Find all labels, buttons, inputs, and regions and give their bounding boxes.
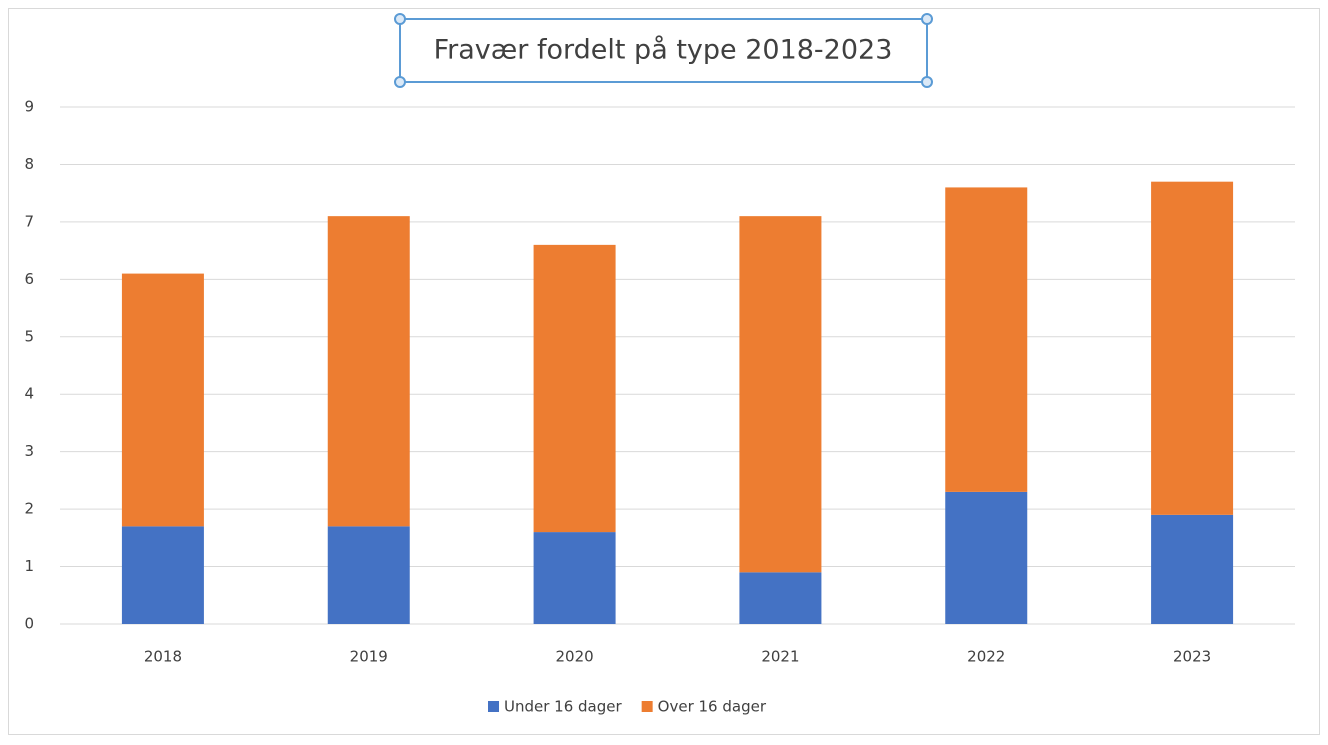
y-tick-label: 4 — [24, 385, 34, 403]
x-tick-label: 2022 — [967, 648, 1005, 666]
legend-swatch — [488, 701, 499, 712]
y-tick-label: 6 — [24, 270, 34, 288]
legend-swatch — [641, 701, 653, 712]
x-tick-label: 2023 — [1173, 648, 1211, 666]
y-tick-label: 2 — [24, 500, 34, 518]
x-tick-label: 2019 — [350, 648, 388, 666]
y-tick-label: 7 — [24, 212, 34, 230]
bar-segment — [1151, 181, 1234, 515]
bar-segment — [945, 187, 1028, 492]
bar-segment — [533, 244, 616, 533]
bar-segment — [533, 532, 616, 624]
bar-segment — [739, 216, 822, 573]
title-selection[interactable] — [399, 18, 928, 83]
chart-title: Fravær fordelt på type 2018-2023 — [434, 35, 893, 66]
bar-segment — [945, 491, 1028, 624]
bar-segment — [121, 526, 204, 624]
chart-border — [8, 8, 1320, 735]
legend-label: Under 16 dager — [504, 698, 622, 716]
legend-label: Over 16 dager — [658, 698, 767, 716]
y-tick-label: 9 — [24, 98, 34, 116]
x-tick-label: 2018 — [144, 648, 182, 666]
y-tick-label: 8 — [24, 155, 34, 173]
y-tick-label: 5 — [24, 327, 34, 345]
y-tick-label: 1 — [24, 557, 34, 575]
selection-handles — [394, 13, 933, 88]
bar-segment — [121, 273, 204, 527]
y-tick-label: 0 — [24, 615, 34, 633]
bar-segment — [327, 216, 410, 527]
bar-segment — [1151, 514, 1234, 624]
bar-segment — [739, 572, 822, 624]
x-tick-label: 2021 — [761, 648, 799, 666]
x-tick-label: 2020 — [555, 648, 593, 666]
bar-segment — [327, 526, 410, 624]
y-tick-label: 3 — [24, 442, 34, 460]
